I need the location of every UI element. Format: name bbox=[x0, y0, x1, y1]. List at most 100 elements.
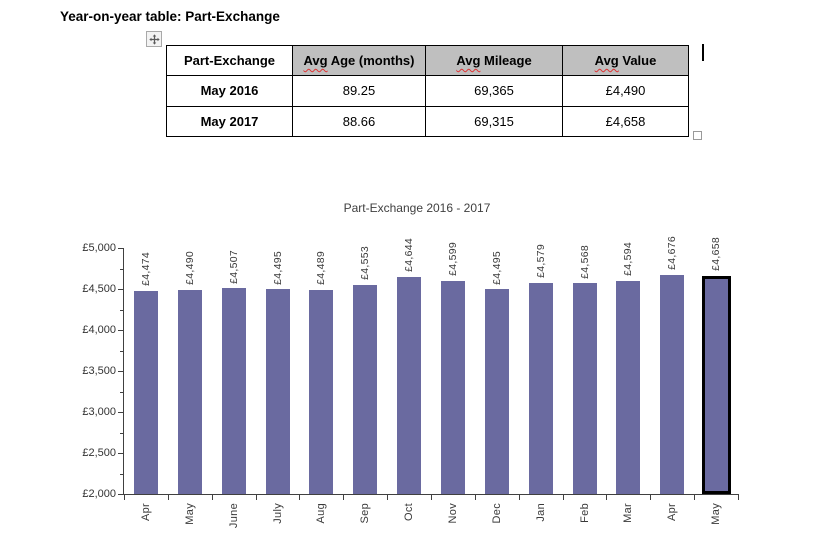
header-rest: Value bbox=[618, 53, 657, 68]
y-axis-tick bbox=[118, 289, 124, 290]
x-axis-tick bbox=[474, 494, 476, 500]
y-axis-label: £5,000 bbox=[82, 242, 116, 254]
cell-avg-age[interactable]: 88.66 bbox=[292, 105, 426, 137]
bar-may-13[interactable] bbox=[701, 276, 731, 494]
table-header-row: Part-Exchange Avg Age (months) Avg Milea… bbox=[166, 45, 689, 76]
x-axis-tick bbox=[650, 494, 652, 500]
cell-avg-value[interactable]: £4,490 bbox=[562, 75, 689, 107]
header-cell-avg-age[interactable]: Avg Age (months) bbox=[292, 45, 426, 76]
header-cell-part-exchange[interactable]: Part-Exchange bbox=[166, 45, 293, 76]
x-axis-tick bbox=[387, 494, 389, 500]
bar-value-label: £4,676 bbox=[666, 235, 679, 270]
header-cell-avg-mileage[interactable]: Avg Mileage bbox=[425, 45, 563, 76]
x-axis-label: Apr bbox=[139, 503, 152, 522]
y-axis-label: £4,500 bbox=[82, 283, 116, 295]
x-axis-label: July bbox=[271, 503, 284, 524]
y-axis-label: £3,000 bbox=[82, 406, 116, 418]
cell-row-label[interactable]: May 2016 bbox=[166, 75, 293, 107]
bar-value-label: £4,594 bbox=[622, 242, 635, 277]
y-axis-tick bbox=[120, 268, 124, 270]
x-axis-label: Feb bbox=[578, 503, 591, 523]
x-axis-tick bbox=[211, 494, 213, 500]
bar-sep-5[interactable] bbox=[353, 284, 378, 494]
y-axis-label: £2,000 bbox=[82, 488, 116, 500]
plot-area: £2,000 £2,500 £3,000 £3,500 £4,000 £4,500 £5,0… bbox=[82, 236, 739, 528]
x-axis-tick bbox=[518, 494, 520, 500]
bar-apr-0[interactable] bbox=[133, 291, 158, 494]
bar-july-3[interactable] bbox=[265, 289, 290, 494]
y-axis-tick bbox=[118, 371, 124, 372]
header-cell-avg-value[interactable]: Avg Value bbox=[562, 45, 689, 76]
cell-avg-age[interactable]: 89.25 bbox=[292, 75, 426, 107]
bar-oct-6[interactable] bbox=[397, 277, 422, 494]
bar-value-label: £4,495 bbox=[271, 250, 284, 285]
y-axis-tick bbox=[120, 309, 124, 311]
bar-value-label: £4,489 bbox=[315, 250, 328, 285]
bar-value-label: £4,490 bbox=[183, 250, 196, 285]
x-axis-tick bbox=[431, 494, 432, 500]
bar-value-label: £4,644 bbox=[403, 238, 416, 273]
x-axis-label: Mar bbox=[622, 503, 635, 523]
text-cursor bbox=[702, 44, 704, 61]
x-axis-label: Sep bbox=[359, 503, 372, 524]
cell-row-label[interactable]: May 2017 bbox=[166, 105, 293, 137]
x-axis-label: Oct bbox=[403, 503, 416, 522]
x-axis-label: May bbox=[710, 503, 723, 525]
table-row-may-2016: May 2016 89.25 69,365 £4,490 bbox=[166, 75, 689, 107]
bar-apr-12[interactable] bbox=[660, 274, 685, 494]
x-axis-label: Apr bbox=[666, 503, 679, 522]
bar-value-label: £4,474 bbox=[139, 252, 152, 287]
cell-avg-value[interactable]: £4,658 bbox=[562, 105, 689, 137]
part-exchange-table: Part-Exchange Avg Age (months) Avg Milea… bbox=[166, 45, 689, 137]
header-avg-word: Avg bbox=[303, 53, 328, 68]
bar-may-1[interactable] bbox=[177, 289, 202, 494]
y-axis-tick bbox=[118, 330, 124, 331]
x-axis-tick bbox=[255, 494, 257, 500]
x-axis-label: Jan bbox=[534, 503, 547, 522]
bar-aug-4[interactable] bbox=[309, 289, 334, 494]
x-axis-tick bbox=[738, 494, 739, 500]
y-axis-tick bbox=[120, 350, 124, 352]
y-axis-tick bbox=[120, 391, 124, 393]
y-axis-label: £4,000 bbox=[82, 324, 116, 336]
bar-value-label: £4,579 bbox=[534, 243, 547, 278]
header-rest: Mileage bbox=[480, 53, 532, 68]
bar-value-label: £4,568 bbox=[578, 244, 591, 279]
y-axis-label: £2,500 bbox=[82, 447, 116, 459]
bar-june-2[interactable] bbox=[221, 288, 246, 494]
bar-jan-9[interactable] bbox=[528, 282, 553, 494]
bar-value-label: £4,507 bbox=[227, 249, 240, 284]
x-axis-label: June bbox=[227, 503, 240, 529]
bar-dec-8[interactable] bbox=[484, 289, 509, 494]
bar-value-label: £4,599 bbox=[446, 241, 459, 276]
table-resize-handle[interactable] bbox=[693, 131, 702, 140]
x-axis-label: May bbox=[183, 503, 196, 525]
header-avg-word: Avg bbox=[594, 53, 619, 68]
y-axis-tick bbox=[118, 494, 124, 495]
move-icon bbox=[148, 33, 160, 45]
y-axis-tick bbox=[120, 432, 124, 434]
x-axis-tick bbox=[606, 494, 608, 500]
y-axis-tick bbox=[118, 248, 124, 249]
bar-value-label: £4,658 bbox=[710, 237, 723, 272]
bar-mar-11[interactable] bbox=[616, 281, 641, 494]
x-axis-tick bbox=[343, 494, 345, 500]
x-axis-label: Dec bbox=[490, 503, 503, 524]
x-axis-tick bbox=[167, 494, 169, 500]
header-avg-word: Avg bbox=[456, 53, 481, 68]
table-move-handle[interactable] bbox=[146, 31, 162, 47]
cell-avg-mileage[interactable]: 69,315 bbox=[425, 105, 563, 137]
cell-avg-mileage[interactable]: 69,365 bbox=[425, 75, 563, 107]
x-axis-label: Nov bbox=[446, 503, 459, 524]
page-title: Year-on-year table: Part-Exchange bbox=[60, 9, 280, 24]
bar-feb-10[interactable] bbox=[572, 283, 597, 494]
x-axis-label: Aug bbox=[315, 503, 328, 524]
y-axis-label: £3,500 bbox=[82, 365, 116, 377]
y-axis-tick bbox=[120, 473, 124, 475]
y-axis-tick bbox=[118, 412, 124, 413]
bar-value-label: £4,495 bbox=[490, 250, 503, 285]
x-axis-tick bbox=[299, 494, 301, 500]
bar-value-label: £4,553 bbox=[359, 245, 372, 280]
bar-nov-7[interactable] bbox=[440, 280, 465, 494]
